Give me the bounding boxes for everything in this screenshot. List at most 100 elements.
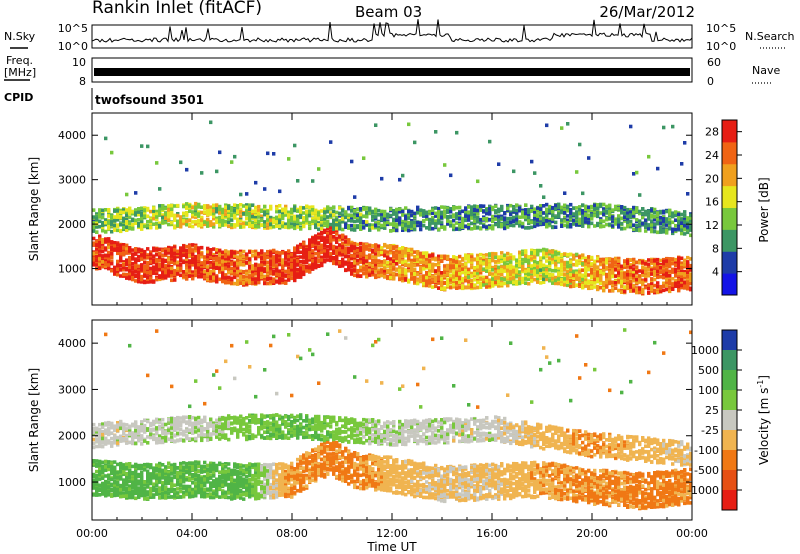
echo-cell bbox=[239, 272, 243, 277]
echo-cell bbox=[533, 220, 537, 224]
echo-cell bbox=[539, 216, 543, 221]
echo-cell bbox=[323, 259, 327, 263]
echo-cell bbox=[134, 273, 138, 277]
echo-cell bbox=[443, 205, 447, 210]
echo-cell bbox=[230, 208, 234, 213]
echo-cell bbox=[296, 247, 300, 251]
echo-cell bbox=[410, 258, 414, 263]
echo-cell bbox=[392, 246, 396, 251]
echo-cell bbox=[215, 250, 219, 255]
echo-cell bbox=[503, 217, 507, 222]
echo-cell bbox=[167, 204, 171, 208]
echo-cell bbox=[263, 220, 267, 224]
echo-cell bbox=[434, 130, 438, 134]
echo-cell bbox=[401, 209, 405, 214]
echo-cell bbox=[515, 263, 519, 268]
echo-cell bbox=[434, 224, 438, 229]
echo-cell bbox=[458, 261, 462, 265]
echo-cell bbox=[239, 260, 243, 265]
echo-cell bbox=[308, 242, 312, 247]
echo-cell bbox=[527, 255, 531, 259]
echo-cell bbox=[365, 274, 369, 279]
echo-cell bbox=[119, 252, 123, 256]
echo-cell bbox=[446, 256, 450, 260]
echo-cell bbox=[197, 271, 201, 275]
echo-cell bbox=[152, 213, 156, 218]
echo-cell bbox=[482, 277, 486, 282]
echo-cell bbox=[215, 216, 219, 221]
echo-cell bbox=[332, 260, 336, 264]
echo-cell bbox=[419, 269, 423, 273]
echo-cell bbox=[485, 285, 489, 289]
echo-cell bbox=[149, 280, 153, 284]
echo-cell bbox=[365, 246, 369, 250]
echo-cell bbox=[275, 215, 279, 220]
echo-cell bbox=[257, 269, 261, 274]
echo-cell bbox=[149, 221, 153, 226]
echo-cell bbox=[236, 219, 240, 223]
echo-cell bbox=[503, 211, 507, 215]
echo-cell bbox=[479, 262, 483, 266]
echo-cell bbox=[353, 263, 357, 268]
echo-cell bbox=[179, 258, 183, 263]
echo-cell bbox=[308, 210, 312, 214]
echo-cell bbox=[269, 271, 273, 275]
echo-cell bbox=[440, 280, 444, 285]
echo-cell bbox=[497, 258, 501, 263]
echo-cell bbox=[386, 260, 390, 265]
echo-cell bbox=[260, 268, 264, 273]
echo-cell bbox=[197, 248, 201, 252]
echo-cell bbox=[404, 261, 408, 265]
echo-cell bbox=[515, 217, 519, 222]
echo-cell bbox=[404, 268, 408, 273]
echo-cell bbox=[353, 247, 357, 251]
echo-cell bbox=[506, 225, 510, 229]
echo-cell bbox=[194, 246, 198, 251]
echo-cell bbox=[182, 248, 186, 253]
echo-cell bbox=[152, 209, 156, 213]
echo-cell bbox=[110, 255, 114, 260]
echo-cell bbox=[305, 210, 309, 214]
echo-cell bbox=[332, 230, 336, 234]
echo-cell bbox=[308, 265, 312, 269]
echo-cell bbox=[371, 218, 375, 222]
echo-cell bbox=[215, 207, 219, 211]
echo-cell bbox=[434, 284, 438, 288]
echo-cell bbox=[347, 250, 351, 255]
echo-cell bbox=[269, 256, 273, 261]
echo-cell bbox=[428, 258, 432, 262]
echo-cell bbox=[188, 263, 192, 267]
echo-cell bbox=[524, 203, 528, 207]
echo-cell bbox=[377, 247, 381, 252]
echo-cell bbox=[140, 221, 144, 226]
echo-cell bbox=[482, 261, 486, 265]
echo-cell bbox=[161, 215, 165, 220]
echo-cell bbox=[482, 283, 486, 287]
echo-cell bbox=[554, 275, 558, 280]
echo-cell bbox=[455, 271, 459, 275]
echo-cell bbox=[323, 247, 327, 251]
echo-cell bbox=[227, 267, 231, 272]
echo-cell bbox=[530, 257, 534, 261]
echo-cell bbox=[284, 204, 288, 209]
echo-cell bbox=[539, 274, 543, 279]
echo-cell bbox=[503, 257, 507, 262]
echo-cell bbox=[308, 269, 312, 274]
echo-cell bbox=[317, 227, 321, 232]
echo-cell bbox=[176, 272, 180, 276]
echo-cell bbox=[110, 229, 114, 234]
echo-cell bbox=[518, 270, 522, 274]
echo-cell bbox=[347, 224, 351, 229]
echo-cell bbox=[557, 202, 561, 207]
echo-cell bbox=[239, 192, 243, 197]
echo-cell bbox=[155, 263, 159, 267]
echo-cell bbox=[98, 219, 102, 224]
echo-cell bbox=[257, 211, 261, 216]
echo-cell bbox=[263, 260, 267, 265]
echo-cell bbox=[116, 228, 120, 233]
echo-cell bbox=[176, 213, 180, 218]
echo-cell bbox=[437, 276, 441, 280]
echo-cell bbox=[353, 219, 357, 224]
echo-cell bbox=[545, 223, 549, 227]
echo-cell bbox=[428, 278, 432, 283]
